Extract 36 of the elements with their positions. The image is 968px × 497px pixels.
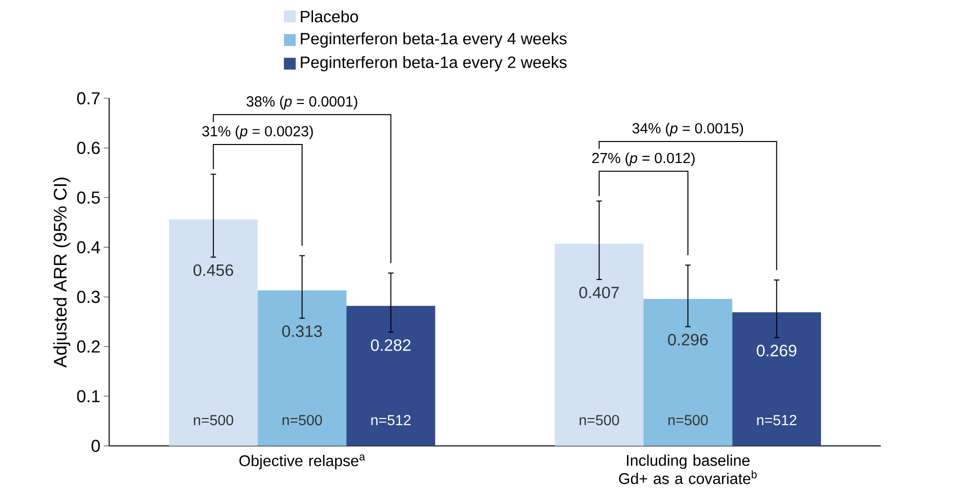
- annotation: n=500: [282, 415, 322, 426]
- bar: [732, 312, 822, 446]
- y-tick-label: 0.3: [77, 290, 100, 304]
- y-tick-label: 0.4: [77, 241, 100, 254]
- data-label: 0.296: [668, 334, 708, 346]
- x-tick-label: Objective relapse$^{a}$: [239, 454, 366, 470]
- annotation: n=512: [757, 415, 796, 426]
- legend-label: Placebo: [300, 10, 358, 22]
- annotation: 34% (p = 0.0015): [632, 122, 744, 136]
- annotation: n=500: [668, 415, 708, 426]
- data-label: 0.269: [756, 344, 796, 356]
- bar: [258, 290, 346, 446]
- y-tick-label: 0: [92, 440, 100, 452]
- bar: [554, 244, 644, 446]
- bar: [644, 298, 732, 446]
- annotation: 31% (p = 0.0023): [202, 126, 313, 140]
- data-label: 0.313: [282, 326, 322, 338]
- annotation: n=512: [371, 415, 411, 426]
- legend-label: Peginterferon beta-1a every 4 weeks: [300, 32, 567, 48]
- legend-label: Peginterferon beta-1a every 2 weeks: [300, 56, 567, 72]
- annotation: 38% (p = 0.0001): [246, 96, 358, 110]
- bar: [346, 306, 436, 446]
- y-tick-label: 0.1: [77, 390, 100, 402]
- y-tick-label: 0.2: [77, 340, 100, 353]
- data-label: 0.282: [370, 339, 410, 352]
- annotation: n=500: [580, 415, 620, 426]
- bar: [168, 220, 258, 446]
- y-tick-label: 0.6: [77, 142, 100, 154]
- data-label: 0.456: [194, 264, 234, 276]
- y-axis-title: Adjusted ARR (95% CI): [53, 178, 70, 368]
- x-tick-label: Including baseline Gd+ as a covariate$^{b}$: [619, 454, 757, 484]
- annotation: 27% (p = 0.012): [592, 152, 695, 166]
- y-tick-label: 0.7: [77, 92, 100, 104]
- y-tick-label: 0.5: [77, 192, 100, 204]
- annotation: n=500: [194, 415, 234, 426]
- data-label: 0.407: [579, 286, 619, 298]
